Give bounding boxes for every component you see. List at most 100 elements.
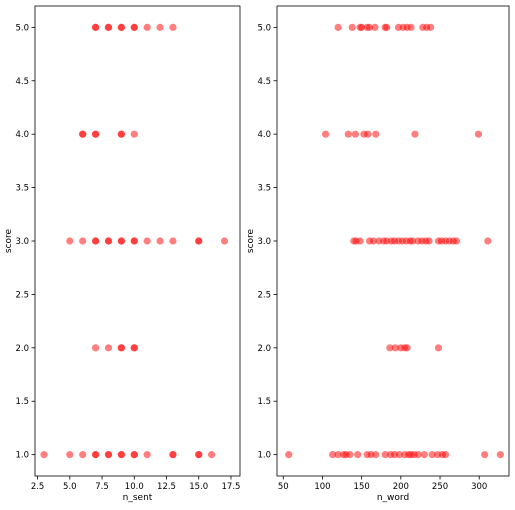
data-point xyxy=(79,130,87,138)
data-point xyxy=(386,344,394,352)
data-point xyxy=(66,451,74,459)
y-tick-label-1-0: 1.0 xyxy=(257,451,271,461)
y-tick-label-5-0: 5.0 xyxy=(15,23,29,33)
data-point xyxy=(117,130,125,138)
x-tick-label-250: 250 xyxy=(432,482,448,492)
data-point xyxy=(334,451,342,459)
data-point xyxy=(420,451,428,459)
data-point xyxy=(371,23,379,31)
y-tick-label-1-5: 1.5 xyxy=(15,397,29,407)
y-tick-label-5-0: 5.0 xyxy=(257,23,271,33)
data-point xyxy=(92,237,100,245)
y-tick-label-2-0: 2.0 xyxy=(15,344,29,354)
data-point xyxy=(411,130,419,138)
data-point xyxy=(356,237,364,245)
data-points xyxy=(40,23,229,459)
data-point xyxy=(169,237,177,245)
data-point xyxy=(156,23,164,31)
x-tick-label-2-5: 2.5 xyxy=(31,482,45,492)
scatter-panel-n-word: 50 100 150 200 250 300 1.0 1.5 2.0 2.5 3.0 3.5 4.0 4.… xyxy=(246,5,510,503)
data-point xyxy=(425,237,433,245)
data-point xyxy=(348,23,356,31)
y-tick-label-3-5: 3.5 xyxy=(257,184,271,194)
data-point xyxy=(104,23,113,31)
y-tick-label-3-5: 3.5 xyxy=(15,184,29,194)
data-point xyxy=(92,344,100,352)
data-point xyxy=(117,23,125,31)
data-point xyxy=(391,344,399,352)
data-point xyxy=(195,237,203,245)
data-point xyxy=(428,451,436,459)
y-tick-label-3-0: 3.0 xyxy=(257,237,271,247)
data-point xyxy=(372,451,380,459)
data-point xyxy=(434,344,443,352)
x-tick-label-12-5: 12.5 xyxy=(157,482,176,492)
data-point xyxy=(344,130,352,138)
data-point xyxy=(117,344,125,352)
data-point xyxy=(104,451,113,459)
data-point xyxy=(130,237,138,245)
data-point xyxy=(220,237,229,245)
data-point xyxy=(351,130,359,138)
data-point xyxy=(365,23,374,31)
x-tick-label-7-5: 7.5 xyxy=(95,482,109,492)
data-point xyxy=(104,344,113,352)
data-point xyxy=(354,451,362,459)
x-tick-label-150: 150 xyxy=(354,482,370,492)
y-tick-label-2-5: 2.5 xyxy=(257,290,271,300)
y-tick-label-2-0: 2.0 xyxy=(257,344,271,354)
data-point xyxy=(117,237,125,245)
y-axis-label: score xyxy=(246,228,256,253)
x-tick-label-17-5: 17.5 xyxy=(222,482,241,492)
y-tick-label-4-0: 4.0 xyxy=(257,130,271,140)
data-point xyxy=(452,237,461,245)
data-point xyxy=(372,130,380,138)
data-point xyxy=(79,237,87,245)
data-point xyxy=(321,130,330,138)
x-tick-label-50: 50 xyxy=(278,482,289,492)
data-point xyxy=(130,23,138,31)
y-tick-label-4-5: 4.5 xyxy=(15,77,29,87)
y-tick-label-1-0: 1.0 xyxy=(15,451,29,461)
data-point xyxy=(169,451,177,459)
data-point xyxy=(407,23,415,31)
data-point xyxy=(40,451,48,459)
y-tick-label-1-5: 1.5 xyxy=(257,397,271,407)
data-point xyxy=(395,451,403,459)
x-axis-label: n_sent xyxy=(123,493,153,503)
data-point xyxy=(143,237,151,245)
data-point xyxy=(143,23,151,31)
data-point xyxy=(92,451,100,459)
data-point xyxy=(285,451,293,459)
data-point xyxy=(358,23,366,31)
data-point xyxy=(369,237,378,245)
data-point xyxy=(364,130,372,138)
y-tick-label-4-5: 4.5 xyxy=(257,77,271,87)
data-point xyxy=(104,237,113,245)
data-point xyxy=(130,451,138,459)
data-point xyxy=(92,130,100,138)
y-axis-label: score xyxy=(4,228,14,253)
data-point xyxy=(130,130,138,138)
y-tick-label-2-5: 2.5 xyxy=(15,290,29,300)
data-point xyxy=(130,344,138,352)
scatter-panel-n-sent: 2.5 5.0 7.5 10.0 12.5 15.0 17.5 1.0 1.5 2.0 2.5 3.0… xyxy=(4,5,241,503)
data-point xyxy=(381,451,389,459)
x-tick-label-15-0: 15.0 xyxy=(189,482,208,492)
data-point xyxy=(474,130,483,138)
data-point xyxy=(143,451,151,459)
x-tick-label-300: 300 xyxy=(471,482,487,492)
data-point xyxy=(441,451,450,459)
data-point xyxy=(496,451,504,459)
data-point xyxy=(408,237,417,245)
x-axis-label: n_word xyxy=(377,493,409,503)
data-point xyxy=(66,237,74,245)
data-point xyxy=(414,451,422,459)
data-point xyxy=(484,237,492,245)
data-point xyxy=(208,451,216,459)
data-point xyxy=(79,451,87,459)
x-tick-label-100: 100 xyxy=(314,482,330,492)
data-point xyxy=(156,237,164,245)
